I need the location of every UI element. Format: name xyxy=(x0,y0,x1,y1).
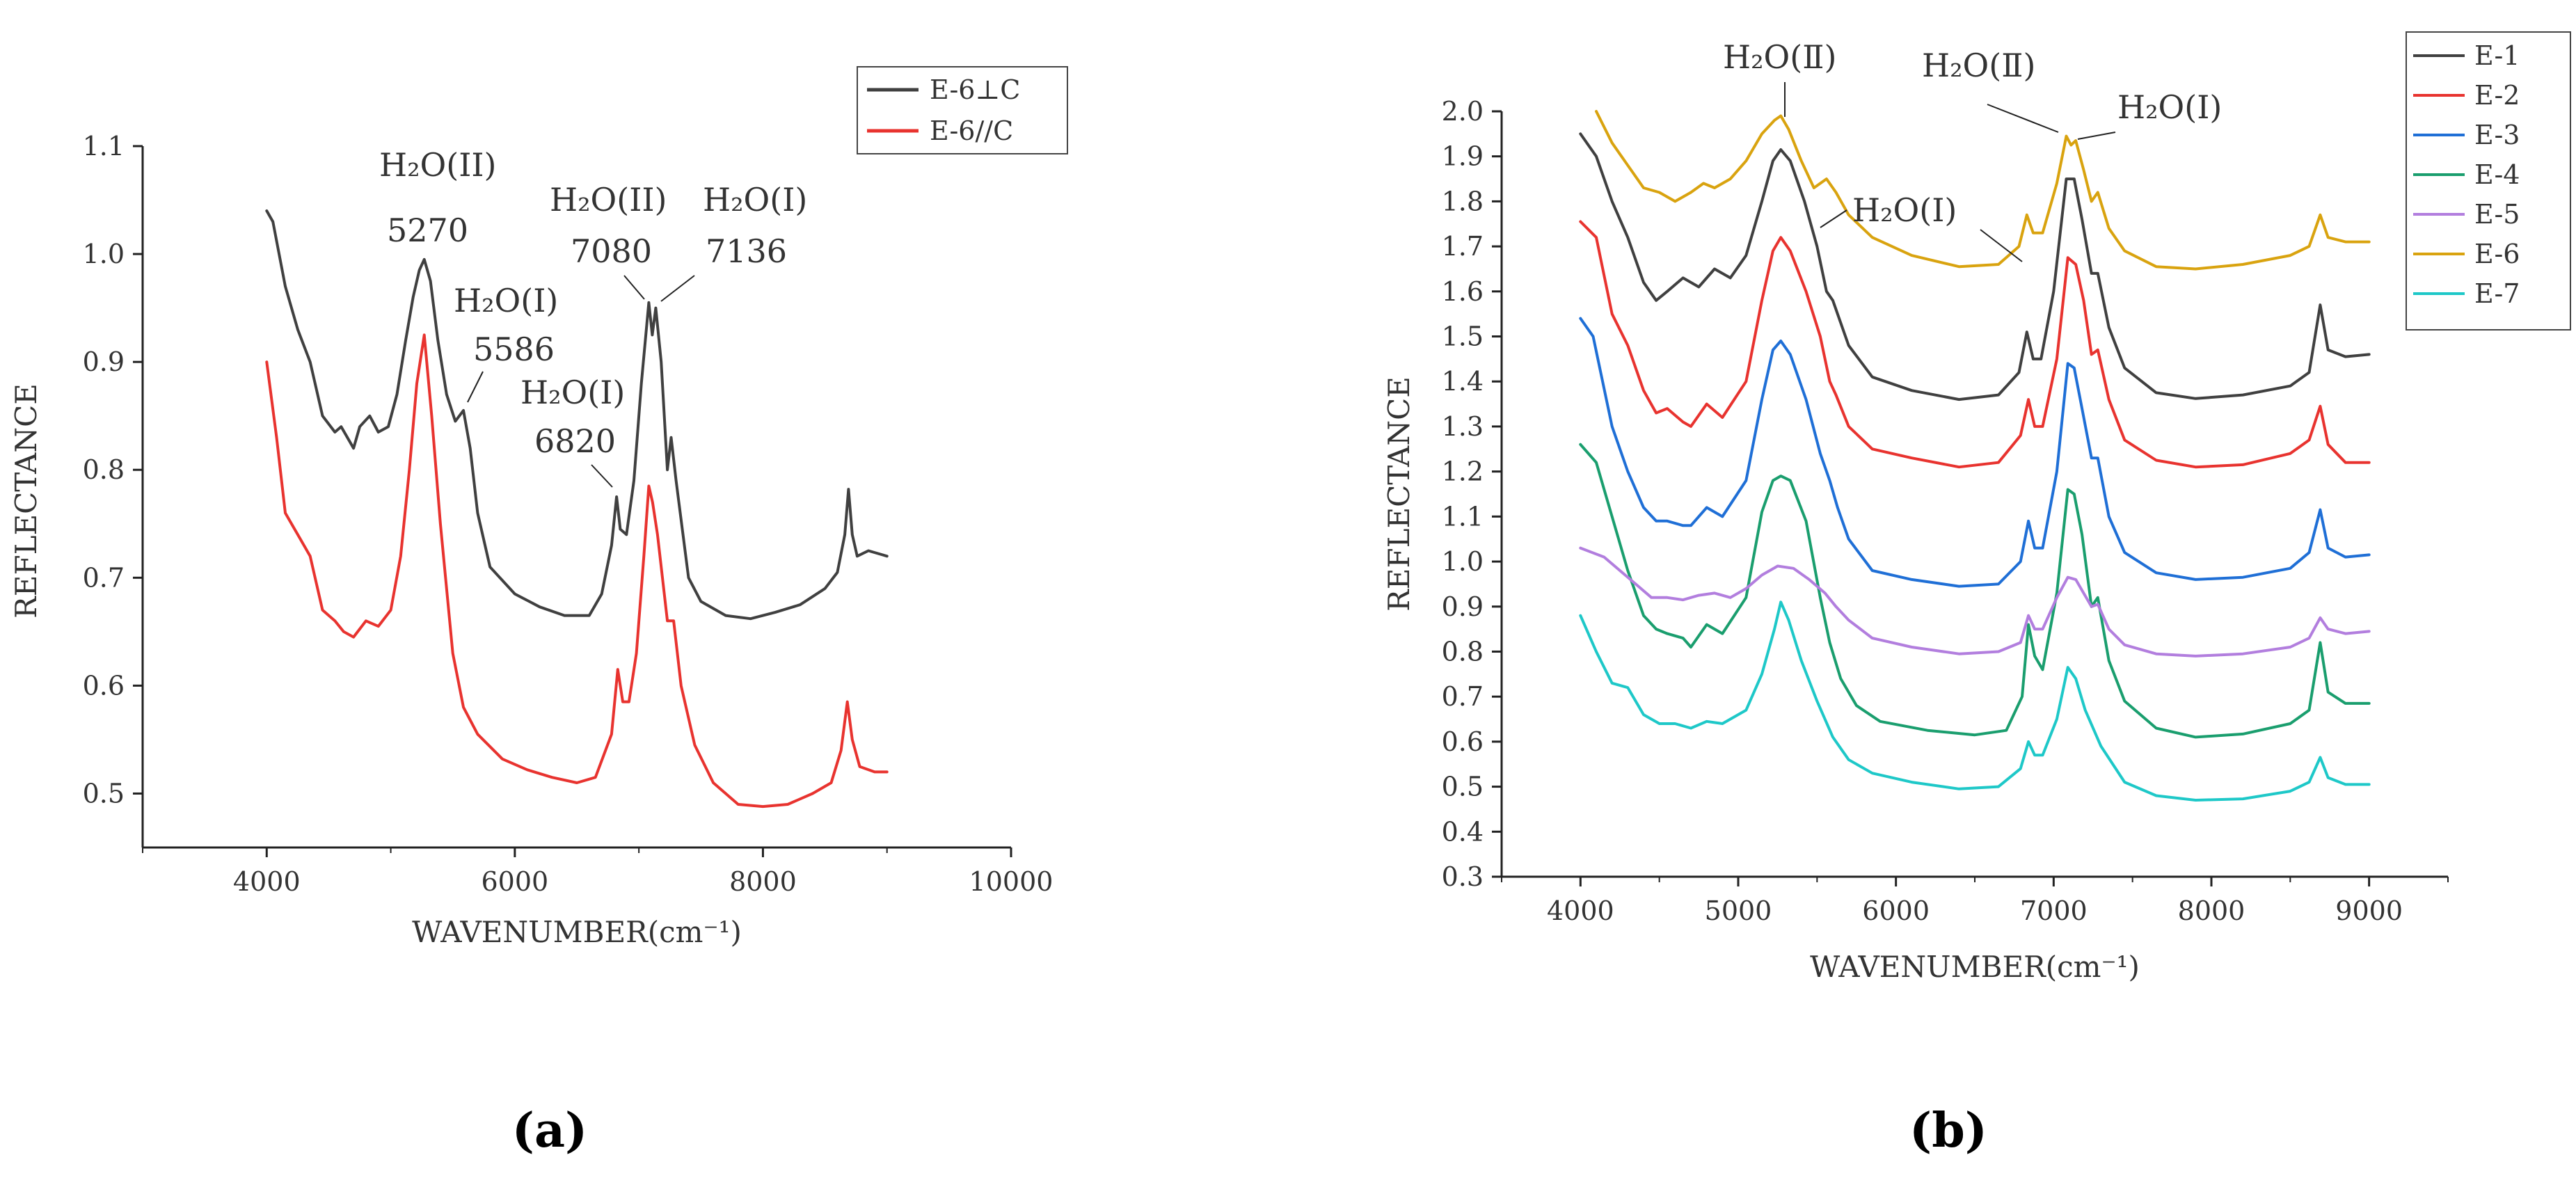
annotation-b-h2o-ii-right: H₂O(Ⅱ) xyxy=(1922,47,2035,84)
a-y-tick-label-0.5: 0.5 xyxy=(83,778,125,809)
b-y-tick-label-0.6: 0.6 xyxy=(1442,726,1484,757)
chart-a-legend-box xyxy=(857,66,1068,154)
chart-b-legend-label-e4: E-4 xyxy=(2474,159,2520,190)
b-x-tick-label-9000: 9000 xyxy=(2335,896,2403,926)
annotation-b-h2o-i-left: H₂O(Ⅰ) xyxy=(1852,191,1957,229)
b-y-tick-label-1.4: 1.4 xyxy=(1442,366,1484,397)
b-series-line-1 xyxy=(1579,220,2371,469)
annotation-a-h2o-i-5586: H₂O(I) xyxy=(454,282,558,319)
chart-a: 4000 6000 8000 10000 0.5 0.6 0.7 0.8 0.9 1.0 1.1 E… xyxy=(9,66,1068,1159)
a-x-tick-label-4000: 4000 xyxy=(233,866,301,897)
a-y-tick-label-0.7: 0.7 xyxy=(83,562,125,593)
annotation-a-5270-value: 5270 xyxy=(387,212,468,249)
b-y-tick-label-0.5: 0.5 xyxy=(1442,772,1484,802)
b-series-line-4 xyxy=(1579,546,2371,658)
chart-b-legend: E-1 E-2 E-3 E-4 E-5 E-6 E-7 xyxy=(2406,31,2571,331)
b-y-tick-label-2.0: 2.0 xyxy=(1442,96,1484,127)
chart-b-legend-label-e7: E-7 xyxy=(2474,278,2520,309)
chart-b-legend-label-e3: E-3 xyxy=(2474,120,2520,150)
chart-b-annotations: H₂O(Ⅱ) H₂O(Ⅱ) H₂O(Ⅰ) H₂O(Ⅰ) xyxy=(1723,38,2222,262)
b-series-line-3 xyxy=(1579,443,2371,739)
annotation-b-h2o-ii-right-arrow xyxy=(1987,104,2059,133)
a-y-tick-label-0.6: 0.6 xyxy=(83,670,125,701)
panel-label-b: (b) xyxy=(1909,1103,1987,1159)
annotation-b-h2o-i-left-arrow-a xyxy=(1820,209,1847,228)
chart-b-legend-label-e2: E-2 xyxy=(2474,80,2520,111)
chart-a-annotations: H₂O(II) 5270 H₂O(I) 5586 H₂O(II) 7080 H₂… xyxy=(379,146,807,488)
chart-a-legend-label-e6-perp: E-6⊥C xyxy=(930,74,1020,105)
a-x-tick-label-6000: 6000 xyxy=(481,866,548,897)
b-y-tick-label-1.9: 1.9 xyxy=(1442,141,1484,172)
chart-b-y-axis-label: REFLECTANCE xyxy=(1382,376,1416,612)
annotation-a-7080-arrow xyxy=(623,275,645,300)
panel-label-a: (a) xyxy=(512,1103,587,1159)
a-x-tick-label-10000: 10000 xyxy=(969,866,1054,897)
chart-a-y-axis-label: REFLECTANCE xyxy=(9,383,43,619)
b-y-tick-label-1.5: 1.5 xyxy=(1442,321,1484,352)
b-y-tick-label-0.7: 0.7 xyxy=(1442,681,1484,712)
b-series-line-6 xyxy=(1579,600,2371,802)
chart-a-series-group xyxy=(265,209,889,809)
chart-b-series-group xyxy=(1579,110,2371,802)
b-series-line-2 xyxy=(1579,317,2371,588)
annotation-a-7080-value: 7080 xyxy=(571,232,652,270)
b-y-tick-label-1.2: 1.2 xyxy=(1442,456,1484,487)
chart-b: 4000 5000 6000 7000 8000 9000 0.3 0.4 0.5 0.6 0.7 0… xyxy=(1382,31,2571,1159)
b-y-tick-label-1.6: 1.6 xyxy=(1442,276,1484,307)
annotation-a-h2o-ii-7080: H₂O(II) xyxy=(550,181,667,218)
b-y-tick-label-1.0: 1.0 xyxy=(1442,546,1484,577)
annotation-a-h2o-i-7136: H₂O(I) xyxy=(703,181,807,218)
a-series-line-1 xyxy=(265,333,889,809)
b-y-tick-label-0.3: 0.3 xyxy=(1442,861,1484,892)
b-x-tick-label-8000: 8000 xyxy=(2178,896,2245,926)
annotation-a-5586-arrow xyxy=(467,371,484,403)
b-x-tick-label-4000: 4000 xyxy=(1547,896,1614,926)
annotation-a-6820-value: 6820 xyxy=(534,422,616,460)
annotation-a-h2o-i-6820: H₂O(I) xyxy=(520,374,625,411)
a-x-tick-label-8000: 8000 xyxy=(729,866,797,897)
annotation-b-h2o-ii-left: H₂O(Ⅱ) xyxy=(1723,38,1836,76)
chart-b-ticks: 4000 5000 6000 7000 8000 9000 0.3 0.4 0.5 0.6 0.7 0… xyxy=(1442,96,2449,926)
b-y-tick-label-0.8: 0.8 xyxy=(1442,636,1484,667)
b-x-tick-label-5000: 5000 xyxy=(1705,896,1772,926)
annotation-a-6820-arrow xyxy=(591,464,613,488)
a-y-tick-label-1.1: 1.1 xyxy=(83,131,125,161)
a-y-tick-label-1.0: 1.0 xyxy=(83,239,125,269)
chart-a-ticks: 4000 6000 8000 10000 0.5 0.6 0.7 0.8 0.9 1.0 1.1 xyxy=(83,131,1054,897)
b-y-tick-label-1.3: 1.3 xyxy=(1442,411,1484,442)
a-series-line-0 xyxy=(265,209,889,621)
b-series-line-0 xyxy=(1579,132,2371,401)
chart-a-legend: E-6⊥C E-6∕∕C xyxy=(857,66,1068,154)
b-y-tick-label-1.8: 1.8 xyxy=(1442,186,1484,216)
b-y-tick-label-1.7: 1.7 xyxy=(1442,231,1484,262)
b-y-tick-label-0.9: 0.9 xyxy=(1442,591,1484,622)
a-y-tick-label-0.9: 0.9 xyxy=(83,347,125,377)
b-series-line-5 xyxy=(1595,110,2371,271)
chart-b-legend-label-e6: E-6 xyxy=(2474,239,2520,269)
chart-b-legend-label-e5: E-5 xyxy=(2474,199,2520,230)
chart-a-legend-label-e6-par: E-6∕∕C xyxy=(930,116,1013,146)
b-y-tick-label-0.4: 0.4 xyxy=(1442,816,1484,847)
annotation-a-7136-value: 7136 xyxy=(706,232,787,270)
a-y-tick-label-0.8: 0.8 xyxy=(83,454,125,485)
b-x-tick-label-7000: 7000 xyxy=(2020,896,2088,926)
chart-b-legend-box xyxy=(2406,31,2571,331)
annotation-b-h2o-i-left-arrow-b xyxy=(1980,229,2023,262)
annotation-b-h2o-i-right: H₂O(Ⅰ) xyxy=(2117,88,2222,126)
annotation-a-h2o-ii-5270: H₂O(II) xyxy=(379,146,497,184)
chart-a-x-axis-label: WAVENUMBER(cm⁻¹) xyxy=(412,915,742,949)
annotation-a-7136-arrow xyxy=(660,275,695,302)
chart-b-legend-label-e1: E-1 xyxy=(2474,40,2520,71)
b-x-tick-label-6000: 6000 xyxy=(1862,896,1930,926)
b-y-tick-label-1.1: 1.1 xyxy=(1442,501,1484,532)
chart-b-x-axis-label: WAVENUMBER(cm⁻¹) xyxy=(1810,950,2140,984)
annotation-a-5586-value: 5586 xyxy=(473,331,555,368)
annotation-b-h2o-i-right-arrow xyxy=(2077,132,2116,140)
